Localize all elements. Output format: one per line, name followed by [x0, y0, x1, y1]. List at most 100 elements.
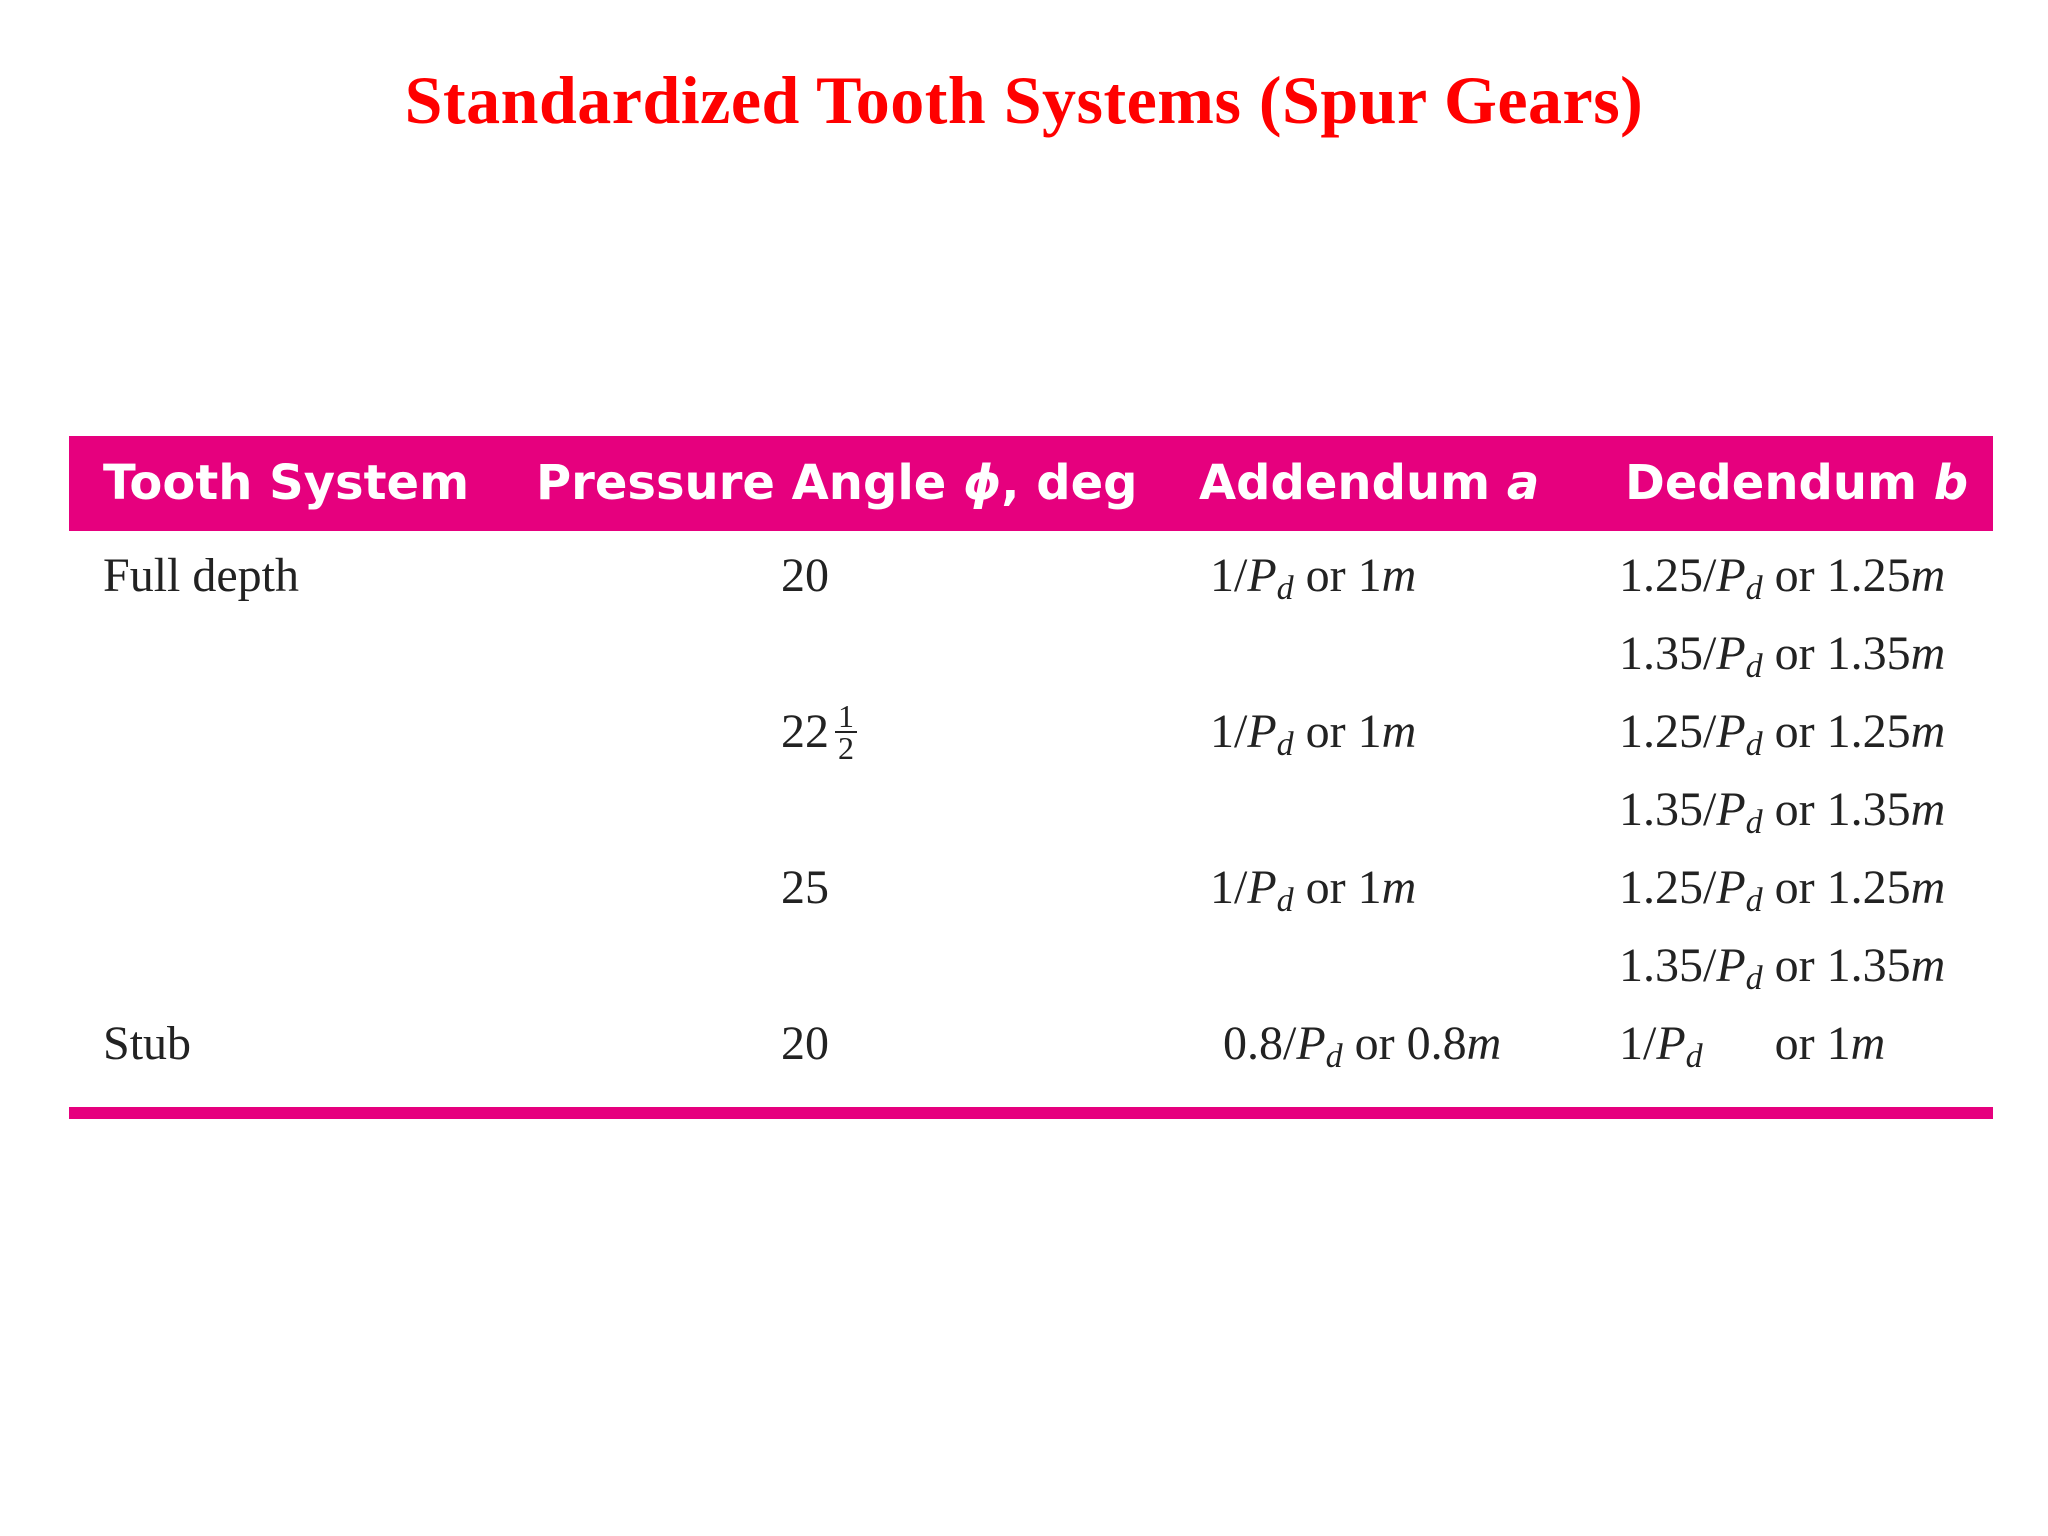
- header-dedendum: Dedendum b: [1625, 436, 1968, 531]
- table-body: Full depth 20 1/Pd or 1m 1.25/Pd or 1.25m 1.…: [69, 531, 1993, 1107]
- header-pressure-angle: Pressure Angle ϕ, deg: [536, 436, 1138, 531]
- formula-module-symbol: m: [1381, 549, 1417, 602]
- formula-subscript: d: [1685, 1038, 1703, 1075]
- dedendum-cell: 1/Pd or 1m: [1619, 1005, 1885, 1083]
- formula-pitch-symbol: P: [1716, 783, 1746, 836]
- formula-pitch-symbol: P: [1716, 549, 1746, 602]
- formula-prefix: 1.35/: [1619, 939, 1717, 992]
- formula-or-text: or 1.25: [1762, 861, 1911, 914]
- formula-or-text: or 1.35: [1762, 627, 1911, 680]
- pressure-angle-cell: 25: [781, 849, 829, 927]
- header-pressure-angle-prefix: Pressure Angle: [536, 455, 964, 511]
- formula-subscript: d: [1276, 726, 1294, 763]
- page-title: Standardized Tooth Systems (Spur Gears): [404, 62, 1644, 138]
- formula-subscript: d: [1745, 726, 1763, 763]
- formula-or-text: or 0.8: [1342, 1017, 1467, 1070]
- pressure-angle-value: 20: [781, 549, 829, 602]
- formula-module-symbol: m: [1910, 549, 1946, 602]
- table-row: Full depth 20 1/Pd or 1m 1.25/Pd or 1.25m: [69, 537, 1993, 615]
- formula-pitch-symbol: P: [1716, 861, 1746, 914]
- formula-module-symbol: m: [1910, 705, 1946, 758]
- formula-pitch-symbol: P: [1716, 705, 1746, 758]
- addendum-symbol: a: [1506, 455, 1540, 511]
- pressure-angle-value: 20: [781, 1017, 829, 1070]
- formula-or-text: or 1.25: [1762, 705, 1911, 758]
- formula-pitch-symbol: P: [1716, 939, 1746, 992]
- formula-or-text: or 1.35: [1762, 939, 1911, 992]
- addendum-cell: 1/Pd or 1m: [1210, 849, 1416, 927]
- phi-symbol: ϕ: [963, 455, 1002, 511]
- formula-pitch-symbol: P: [1716, 627, 1746, 680]
- addendum-cell: 0.8/Pd or 0.8m: [1223, 1005, 1501, 1083]
- formula-module-symbol: m: [1850, 1017, 1886, 1070]
- fraction-numerator: 1: [835, 700, 857, 733]
- formula-prefix: 1/: [1210, 705, 1248, 758]
- formula-prefix: 1/: [1619, 1017, 1657, 1070]
- header-tooth-system: Tooth System: [103, 455, 470, 511]
- formula-prefix: 1.25/: [1619, 861, 1717, 914]
- formula-subscript: d: [1276, 570, 1294, 607]
- formula-module-symbol: m: [1910, 627, 1946, 680]
- formula-subscript: d: [1745, 570, 1763, 607]
- formula-module-symbol: m: [1466, 1017, 1502, 1070]
- formula-prefix: 1.35/: [1619, 783, 1717, 836]
- formula-subscript: d: [1745, 960, 1763, 997]
- pressure-angle-cell: 22 1 2: [781, 693, 857, 771]
- tooth-system-cell: Stub: [103, 1017, 192, 1070]
- table-header: Tooth System Pressure Angle ϕ, deg Adden…: [69, 436, 1993, 531]
- table-row: 1.35/Pd or 1.35m: [69, 927, 1993, 1005]
- dedendum-cell: 1.25/Pd or 1.25m: [1619, 849, 1945, 927]
- formula-subscript: d: [1745, 648, 1763, 685]
- tooth-system-cell: Full depth: [103, 549, 300, 602]
- formula-pitch-symbol: P: [1656, 1017, 1686, 1070]
- formula-prefix: 1/: [1210, 549, 1248, 602]
- formula-or-text: or 1.25: [1762, 549, 1911, 602]
- formula-or-text: or 1: [1293, 861, 1382, 914]
- formula-pitch-symbol: P: [1296, 1017, 1326, 1070]
- header-addendum-prefix: Addendum: [1199, 455, 1507, 511]
- formula-module-symbol: m: [1910, 939, 1946, 992]
- formula-prefix: 1.25/: [1619, 705, 1717, 758]
- table-row: 1.35/Pd or 1.35m: [69, 771, 1993, 849]
- table-row: 22 1 2 1/Pd or 1m 1.25/Pd or 1.25m: [69, 693, 1993, 771]
- dedendum-cell: 1.25/Pd or 1.25m: [1619, 537, 1945, 615]
- header-addendum: Addendum a: [1199, 436, 1539, 531]
- formula-or-text: or 1: [1293, 549, 1382, 602]
- formula-or-text: or 1: [1702, 1017, 1851, 1070]
- formula-subscript: d: [1325, 1038, 1343, 1075]
- formula-pitch-symbol: P: [1247, 705, 1277, 758]
- table-row: 25 1/Pd or 1m 1.25/Pd or 1.25m: [69, 849, 1993, 927]
- formula-or-text: or 1.35: [1762, 783, 1911, 836]
- dedendum-cell: 1.35/Pd or 1.35m: [1619, 771, 1945, 849]
- fraction-denominator: 2: [838, 729, 854, 766]
- formula-module-symbol: m: [1910, 783, 1946, 836]
- formula-subscript: d: [1745, 882, 1763, 919]
- pressure-angle-cell: 20: [781, 537, 829, 615]
- formula-pitch-symbol: P: [1247, 861, 1277, 914]
- formula-pitch-symbol: P: [1247, 549, 1277, 602]
- table-row: 1.35/Pd or 1.35m: [69, 615, 1993, 693]
- formula-module-symbol: m: [1381, 705, 1417, 758]
- formula-prefix: 1.25/: [1619, 549, 1717, 602]
- pressure-angle-value: 25: [781, 861, 829, 914]
- dedendum-symbol: b: [1933, 455, 1969, 511]
- formula-prefix: 1.35/: [1619, 627, 1717, 680]
- dedendum-cell: 1.35/Pd or 1.35m: [1619, 927, 1945, 1005]
- formula-or-text: or 1: [1293, 705, 1382, 758]
- addendum-cell: 1/Pd or 1m: [1210, 693, 1416, 771]
- addendum-cell: 1/Pd or 1m: [1210, 537, 1416, 615]
- formula-prefix: 1/: [1210, 861, 1248, 914]
- dedendum-cell: 1.25/Pd or 1.25m: [1619, 693, 1945, 771]
- pressure-angle-cell: 20: [781, 1005, 829, 1083]
- header-dedendum-prefix: Dedendum: [1625, 455, 1934, 511]
- formula-subscript: d: [1276, 882, 1294, 919]
- formula-module-symbol: m: [1381, 861, 1417, 914]
- formula-subscript: d: [1745, 804, 1763, 841]
- table-bottom-rule: [69, 1107, 1993, 1119]
- formula-prefix: 0.8/: [1223, 1017, 1297, 1070]
- tooth-systems-table: Tooth System Pressure Angle ϕ, deg Adden…: [69, 436, 1993, 1119]
- table-row: Stub 20 0.8/Pd or 0.8m 1/Pd or 1m: [69, 1005, 1993, 1083]
- header-pressure-angle-suffix: , deg: [1001, 455, 1138, 511]
- formula-module-symbol: m: [1910, 861, 1946, 914]
